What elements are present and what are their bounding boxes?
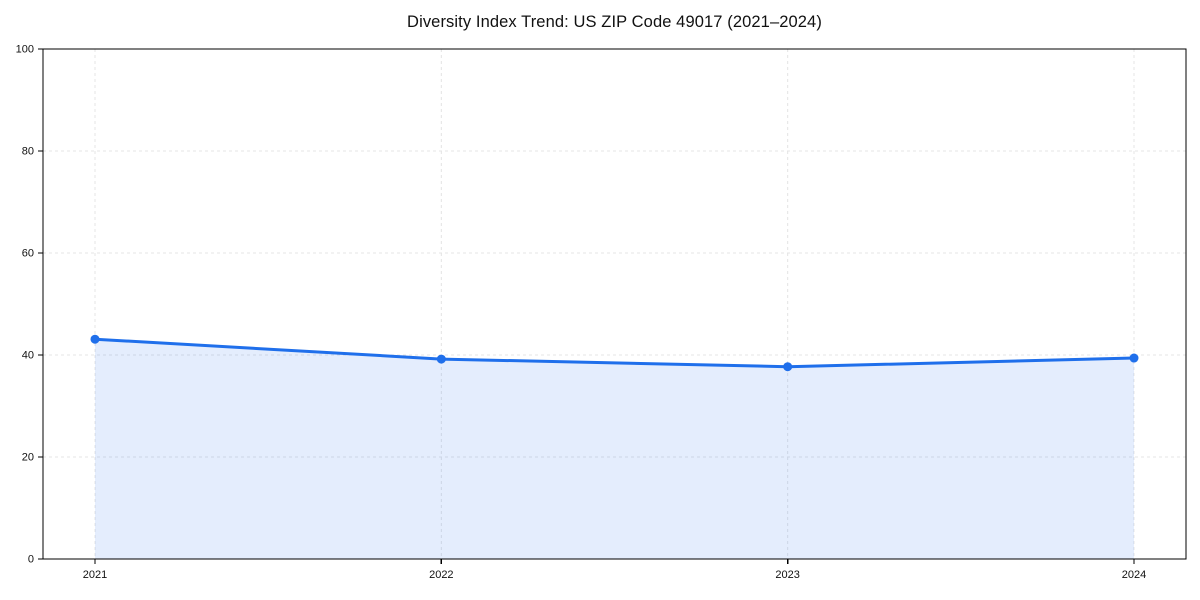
trend-line: [93, 337, 1136, 369]
data-point-marker: [783, 362, 793, 372]
data-point-marker: [1129, 353, 1139, 363]
x-tick-label: 2021: [83, 569, 107, 581]
data-point-marker: [436, 354, 446, 364]
y-tick-label: 40: [22, 350, 34, 362]
area-fill: [95, 339, 1134, 559]
x-tick-label: 2024: [1122, 569, 1146, 581]
x-tick-label: 2023: [775, 569, 799, 581]
y-tick-label: 80: [22, 146, 34, 158]
y-tick-label: 20: [22, 452, 34, 464]
y-tick-label: 0: [28, 554, 34, 566]
chart-title: Diversity Index Trend: US ZIP Code 49017…: [407, 13, 822, 31]
y-tick-label: 60: [22, 248, 34, 260]
y-tick-label: 100: [16, 44, 34, 56]
plot-border: [42, 48, 1187, 560]
x-tick-label: 2022: [429, 569, 453, 581]
data-point-marker: [90, 334, 100, 344]
